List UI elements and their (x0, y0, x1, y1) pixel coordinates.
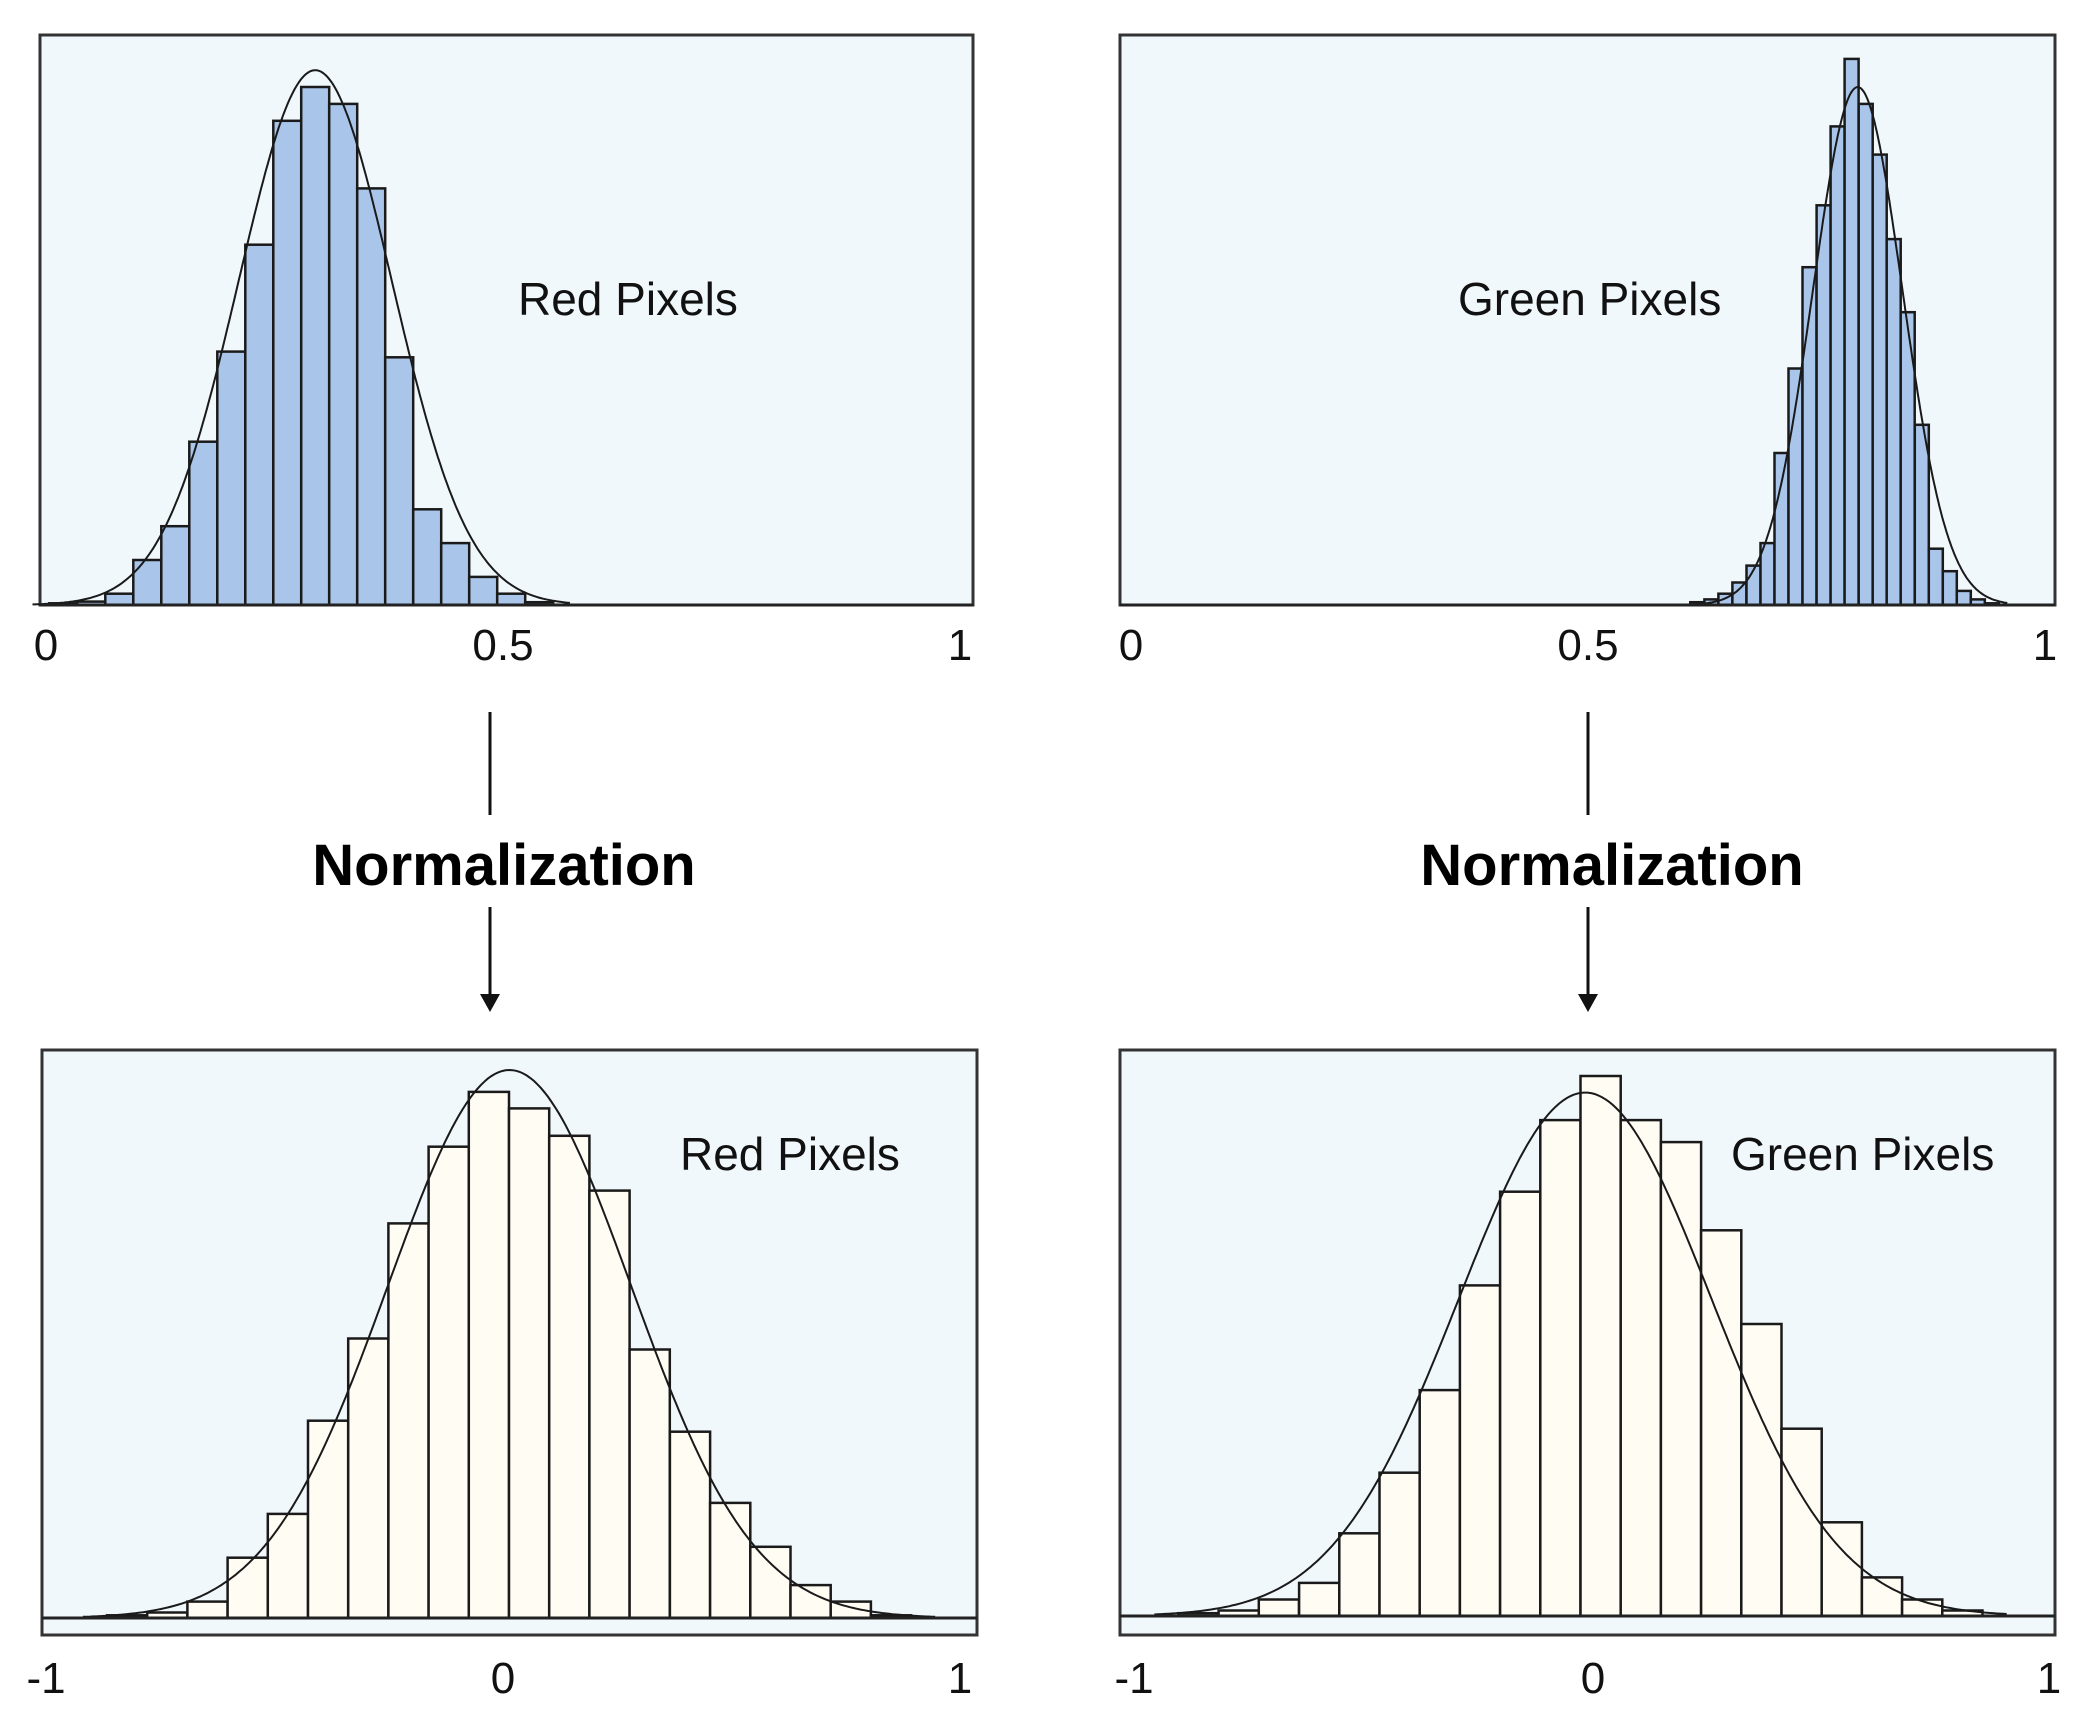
histogram-bar (708, 1501, 752, 1620)
histogram-bar (467, 575, 499, 607)
histogram-bar (1913, 423, 1931, 607)
histogram-bar (628, 1348, 672, 1620)
histogram-bar (1857, 102, 1874, 607)
normal-fit-curve (1681, 86, 2008, 606)
normal-fit-curve (32, 69, 570, 606)
x-tick-label-max: 1 (948, 621, 972, 670)
histogram-bar (1927, 547, 1945, 607)
histogram-bar (427, 1145, 471, 1620)
histogram-bar (244, 243, 275, 607)
histogram-bar (104, 592, 135, 607)
histogram-bar (387, 1222, 430, 1620)
histogram-bar (383, 356, 415, 607)
histogram-bar (186, 1600, 229, 1620)
histogram-bar (226, 1556, 270, 1620)
histogram-bar (439, 541, 471, 607)
histogram-bar (1941, 569, 1959, 607)
histogram-bar (1539, 1118, 1582, 1618)
x-tick-label-min: 0 (34, 621, 58, 670)
histogram-bar (1773, 451, 1790, 607)
histogram-bar (1843, 57, 1860, 607)
histogram-bar (272, 119, 303, 607)
histogram-bar (1659, 1140, 1703, 1618)
histogram-bar (132, 558, 163, 607)
histogram-bars (48, 85, 555, 607)
x-tick-label-mid: 0 (491, 1654, 515, 1703)
x-tick-label-max: 1 (2037, 1654, 2061, 1703)
histogram-bar (266, 1512, 310, 1620)
histogram-bar (1815, 204, 1832, 607)
histogram-bar (1820, 1521, 1864, 1618)
histogram-bar (1829, 125, 1846, 607)
histogram-bar (507, 1107, 551, 1620)
histogram-bar (355, 187, 387, 607)
arrow-head (1578, 994, 1598, 1012)
x-tick-label-mid: 0.5 (472, 621, 533, 670)
histogram-bar (495, 592, 527, 607)
histogram-bar (1418, 1388, 1462, 1618)
right-normalization-arrow: Normalization (1420, 712, 1804, 1012)
histogram-bar (588, 1189, 631, 1620)
normal-fit-curve (1154, 1091, 2007, 1616)
histogram-bar (1458, 1284, 1502, 1618)
histogram-bar (1885, 237, 1902, 607)
x-tick-label-min: -1 (26, 1654, 65, 1703)
normal-fit-curve (82, 1068, 936, 1618)
normalization-label: Normalization (312, 833, 696, 898)
x-tick-label-mid: 0 (1581, 1654, 1605, 1703)
red-pixels-before-panel: Red Pixels 0 0.5 1 (32, 33, 975, 670)
histogram-bar (668, 1430, 712, 1620)
green-pixels-before-panel: Green Pixels 0 0.5 1 (1118, 33, 2057, 670)
left-normalization-arrow: Normalization (312, 712, 696, 1012)
series-label: Green Pixels (1458, 273, 1721, 325)
histogram-bar (216, 350, 247, 607)
x-tick-label-min: 0 (1119, 621, 1143, 670)
red-pixels-after-panel: Red Pixels -1 0 1 (26, 1048, 979, 1703)
series-label: Green Pixels (1731, 1128, 1994, 1180)
histogram-bar (327, 102, 359, 607)
histogram-bar (1338, 1532, 1381, 1618)
histogram-bar (299, 85, 331, 607)
histogram-bar (411, 508, 443, 607)
series-label: Red Pixels (680, 1128, 900, 1180)
x-tick-label-mid: 0.5 (1557, 621, 1618, 670)
x-tick-label-max: 1 (948, 1654, 972, 1703)
x-tick-label-max: 1 (2033, 621, 2057, 670)
histogram-bar (1498, 1190, 1542, 1618)
normalization-label: Normalization (1420, 833, 1804, 898)
histogram-bar (547, 1134, 591, 1620)
arrow-head (480, 994, 500, 1012)
histogram-bar (1955, 589, 1973, 607)
histogram-bar (306, 1419, 350, 1620)
plot-frame (38, 33, 975, 607)
histogram-bars (105, 1090, 913, 1620)
histogram-bar (467, 1090, 511, 1620)
histogram-bar (1579, 1074, 1622, 1618)
histogram-bar (1257, 1598, 1301, 1618)
histogram-bar (346, 1337, 390, 1620)
green-pixels-after-panel: Green Pixels -1 0 1 (1114, 1048, 2061, 1703)
histogram-bar (789, 1583, 832, 1620)
histogram-bar (1740, 1322, 1783, 1618)
histogram-bar (1378, 1471, 1421, 1618)
histogram-bar (160, 524, 191, 607)
histogram-bar (1871, 153, 1888, 607)
histogram-bar (1297, 1581, 1341, 1618)
histogram-bar (1619, 1118, 1663, 1618)
series-label: Red Pixels (518, 273, 738, 325)
x-tick-label-min: -1 (1114, 1654, 1153, 1703)
histogram-bar (1780, 1427, 1823, 1618)
histogram-bar (188, 440, 219, 607)
histogram-bar (749, 1545, 792, 1620)
